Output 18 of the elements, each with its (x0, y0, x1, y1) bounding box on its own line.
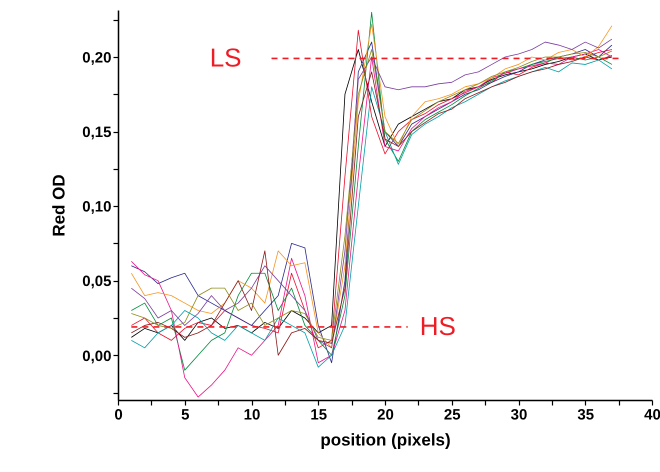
x-tick-label: 40 (644, 406, 660, 424)
x-tick-label: 30 (510, 406, 528, 424)
y-tick-label: 0,20 (82, 49, 112, 66)
x-axis-title: position (pixels) (320, 430, 451, 450)
x-tick-label: 20 (377, 406, 394, 424)
x-tick-label: 35 (577, 406, 594, 424)
x-tick-label: 15 (310, 406, 328, 424)
series-label: HS (420, 310, 456, 341)
x-tick-label: 0 (114, 406, 123, 424)
y-tick-label: 0,05 (82, 273, 112, 290)
y-tick-label: 0,10 (82, 198, 112, 216)
y-tick-label: 0,00 (82, 348, 112, 365)
series-label: LS (210, 42, 242, 72)
y-axis-title: Red OD (49, 174, 68, 237)
x-tick-label: 25 (444, 406, 461, 424)
x-tick-label: 10 (244, 406, 260, 424)
x-tick-label: 5 (181, 406, 190, 424)
y-tick-label: 0,15 (82, 124, 112, 142)
